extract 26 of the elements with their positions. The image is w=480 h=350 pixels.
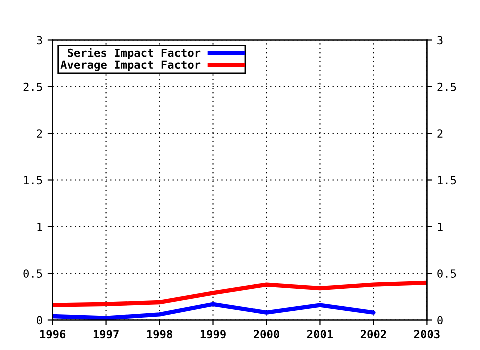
- x-tick-label: 1999: [200, 330, 226, 339]
- x-tick-label: 2000: [254, 330, 280, 339]
- x-tick-label: 2002: [360, 330, 386, 339]
- y2-tick-label: 0: [438, 316, 443, 325]
- y-tick-label: 2.5: [24, 82, 42, 92]
- y-tick-label: 0: [37, 316, 42, 325]
- y2-tick-label: 2.5: [438, 82, 456, 92]
- y-tick-label: 0.5: [24, 270, 42, 278]
- legend-label: Series Impact Factor: [68, 48, 201, 60]
- y2-tick-label: 1.5: [438, 176, 456, 185]
- x-tick-label: 1996: [40, 330, 66, 339]
- x-tick-label: 2003: [414, 330, 440, 339]
- y2-tick-label: 3: [438, 36, 443, 45]
- y-tick-label: 1: [38, 223, 42, 232]
- y-tick-label: 2: [37, 130, 42, 138]
- y2-tick-label: 1: [438, 223, 443, 232]
- y-tick-label: 3: [37, 36, 42, 45]
- x-tick-label: 1998: [147, 330, 172, 339]
- y2-tick-label: 2: [438, 130, 443, 138]
- y-tick-label: 1.5: [24, 176, 42, 185]
- y2-tick-label: 0.5: [438, 270, 456, 278]
- x-tick-label: 2001: [307, 330, 334, 339]
- line-series: [52, 302, 376, 320]
- x-tick-label: 1997: [94, 330, 119, 339]
- line-series: [52, 280, 428, 308]
- legend-label: Average Impact Factor: [60, 60, 201, 72]
